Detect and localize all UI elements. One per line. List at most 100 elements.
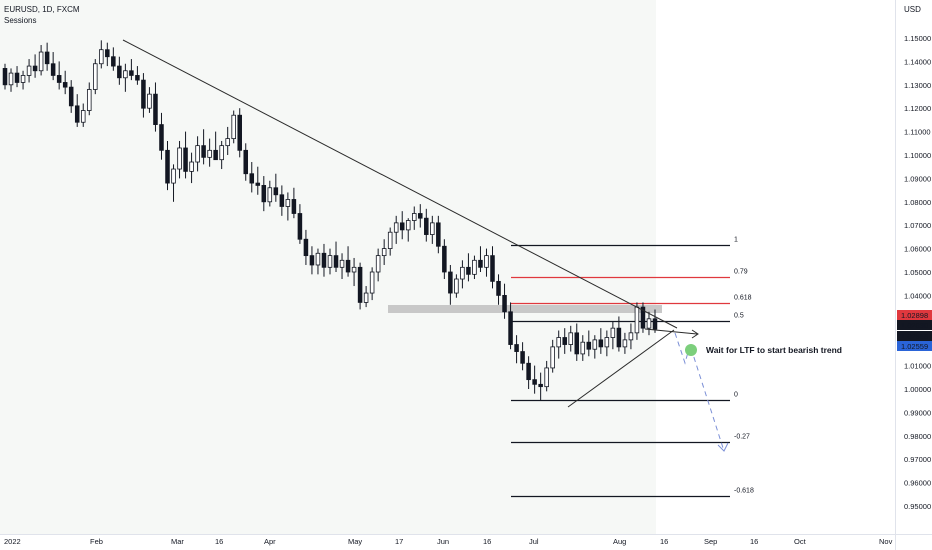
candle-body bbox=[183, 147, 188, 172]
candle-body bbox=[616, 327, 622, 348]
y-tick-label: 1.01000 bbox=[904, 362, 931, 371]
candle-body bbox=[285, 199, 291, 207]
signal-marker bbox=[685, 344, 697, 356]
candle-body bbox=[369, 271, 375, 294]
candle-body bbox=[526, 362, 531, 381]
candle-body bbox=[195, 145, 200, 163]
support-zone bbox=[388, 305, 662, 313]
candle-body bbox=[538, 383, 543, 388]
fib-level-label: 0.5 bbox=[734, 313, 744, 320]
y-axis: 0.95000 0.96000 0.97000 0.98000 0.99000 1.000… bbox=[904, 34, 931, 511]
candle-body bbox=[399, 222, 405, 231]
candle-body bbox=[135, 75, 140, 81]
fib-level-label: 1 bbox=[734, 237, 738, 244]
candle-body bbox=[496, 280, 501, 296]
candle-body bbox=[111, 56, 116, 67]
candle-body bbox=[153, 93, 158, 125]
candle-body bbox=[562, 337, 567, 345]
candle-body bbox=[74, 105, 80, 123]
candle-body bbox=[50, 63, 56, 76]
candle-body bbox=[357, 266, 363, 303]
arrow-head-icon bbox=[691, 329, 699, 339]
y-tick-label: 1.14000 bbox=[904, 57, 931, 66]
x-axis: 2022 Feb Mar 16 Apr May 17 Jun 16 Jul Aug 16 Sep 16 Oc… bbox=[4, 537, 893, 546]
candle-body bbox=[68, 86, 74, 107]
candle-body bbox=[225, 138, 230, 147]
candle-body bbox=[622, 339, 628, 348]
y-tick-label: 1.12000 bbox=[904, 104, 931, 113]
candle-body bbox=[550, 346, 555, 369]
candle-body bbox=[490, 255, 495, 282]
candle-body bbox=[231, 114, 236, 140]
candle-body bbox=[351, 266, 357, 273]
y-tick-label: 1.11000 bbox=[904, 128, 931, 137]
candle-body bbox=[430, 222, 435, 235]
candle-body bbox=[411, 213, 417, 221]
candle-body bbox=[592, 339, 598, 350]
x-tick-label: Sep bbox=[704, 537, 717, 546]
symbol-title: EURUSD, 1D, FXCM bbox=[4, 5, 80, 14]
y-tick-label: 1.07000 bbox=[904, 221, 931, 230]
candle-body bbox=[26, 65, 32, 76]
y-tick-label: 1.00000 bbox=[904, 385, 931, 394]
price-badge-text: 1.02568 bbox=[901, 332, 928, 341]
candle-body bbox=[56, 75, 62, 83]
candle-body bbox=[381, 248, 387, 257]
y-tick-label: 1.15000 bbox=[904, 34, 931, 43]
x-tick-label: 17 bbox=[395, 537, 403, 546]
candle-body bbox=[117, 65, 122, 79]
candle-body bbox=[20, 75, 26, 83]
candle-body bbox=[508, 311, 513, 345]
candle-body bbox=[147, 93, 152, 109]
candle-body bbox=[580, 341, 586, 355]
candle-body bbox=[123, 70, 128, 79]
x-tick-label: 16 bbox=[483, 537, 491, 546]
candle-body bbox=[598, 339, 604, 348]
candle-body bbox=[93, 63, 98, 90]
candle-body bbox=[273, 187, 279, 196]
candle-body bbox=[32, 65, 38, 72]
candle-body bbox=[387, 231, 393, 250]
candle-body bbox=[291, 199, 297, 214]
candle-body bbox=[105, 49, 110, 58]
candle-body bbox=[279, 194, 285, 207]
x-tick-label: 16 bbox=[215, 537, 223, 546]
candle-body bbox=[610, 327, 616, 338]
candle-body bbox=[267, 187, 273, 203]
x-tick-label: May bbox=[348, 537, 362, 546]
price-badge bbox=[897, 331, 932, 341]
candle-body bbox=[652, 318, 658, 330]
price-badge-text: 1.02898 bbox=[901, 311, 928, 320]
candle-body bbox=[141, 79, 146, 109]
indicator-label: Sessions bbox=[4, 16, 36, 25]
candle-body bbox=[586, 341, 592, 350]
triangle-apex-line bbox=[644, 328, 698, 335]
fib-level-label: 0.618 bbox=[734, 295, 752, 302]
candle-body bbox=[165, 149, 170, 184]
candle-body bbox=[448, 271, 453, 294]
x-tick-label: 2022 bbox=[4, 537, 21, 546]
price-badge bbox=[897, 310, 932, 320]
candle-body bbox=[466, 266, 471, 275]
candle-body bbox=[634, 306, 640, 334]
candle-body bbox=[436, 222, 441, 247]
y-tick-label: 1.13000 bbox=[904, 81, 931, 90]
fib-level-label: 0 bbox=[734, 392, 738, 399]
candle-body bbox=[556, 337, 561, 348]
candle-body bbox=[261, 185, 267, 203]
candle-body bbox=[520, 351, 525, 364]
candle-body bbox=[418, 213, 423, 219]
candle-body bbox=[207, 149, 212, 158]
candle-body bbox=[303, 238, 309, 257]
x-tick-label: 16 bbox=[660, 537, 668, 546]
y-tick-label: 0.98000 bbox=[904, 432, 931, 441]
candle-body bbox=[8, 72, 14, 86]
candle-body bbox=[189, 161, 194, 172]
candle-body bbox=[460, 266, 465, 280]
y-tick-label: 0.96000 bbox=[904, 479, 931, 488]
candle-body bbox=[604, 337, 610, 348]
price-badge-text: 1.02830 bbox=[901, 321, 928, 330]
candle-body bbox=[14, 72, 20, 83]
price-badge bbox=[897, 320, 932, 330]
